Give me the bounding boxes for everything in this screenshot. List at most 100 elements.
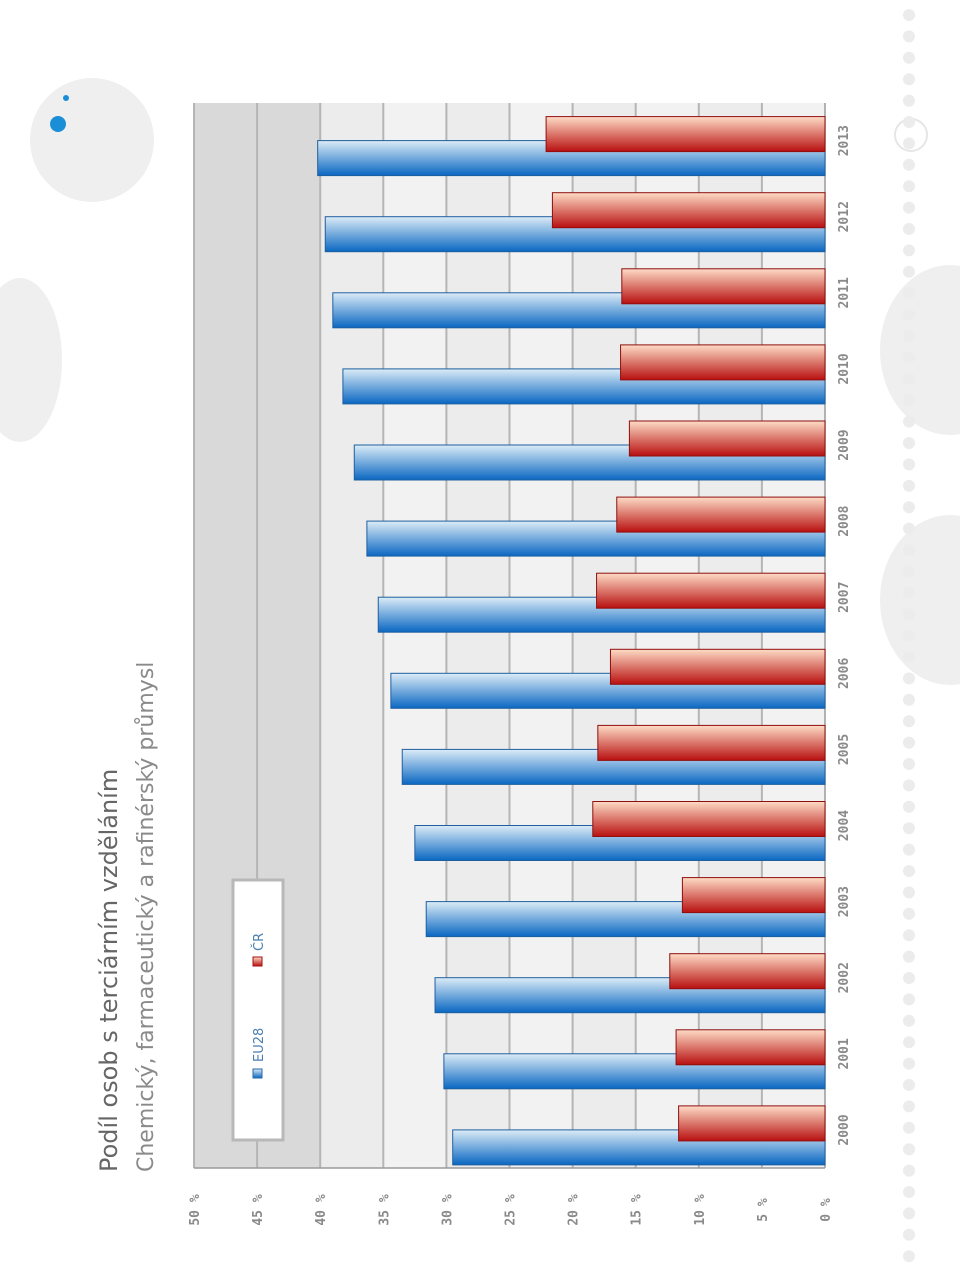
bar-cr-2008 — [616, 496, 826, 533]
bar-cr-2006 — [609, 648, 826, 685]
chart-title: Podíl osob s terciárním vzděláním — [95, 769, 123, 1172]
decor-dot — [903, 907, 915, 920]
category-label: 2001 — [837, 1038, 852, 1069]
decor-dot — [903, 51, 915, 64]
decorations — [0, 9, 960, 1263]
decor-circle-gray — [30, 78, 154, 202]
decor-dot — [903, 116, 915, 128]
decor-dot — [903, 351, 915, 364]
decor-dot — [903, 886, 915, 899]
decor-dot-column — [903, 9, 915, 1263]
decor-dot — [903, 1100, 915, 1113]
decor-dot — [903, 73, 915, 86]
decor-dot — [903, 843, 915, 856]
category-label: 2011 — [837, 277, 852, 308]
decor-dot — [903, 30, 915, 43]
value-tick-label: 25 % — [504, 1194, 519, 1225]
decor-dot — [903, 9, 915, 21]
bar-cr-2005 — [597, 724, 826, 761]
bar-cr-2004 — [592, 801, 826, 837]
decor-dot — [903, 544, 915, 556]
value-tick-label: 35 % — [377, 1194, 392, 1225]
value-tick-label: 0 % — [819, 1198, 834, 1222]
category-label: 2009 — [837, 429, 852, 460]
decor-dot — [903, 501, 915, 514]
value-tick-label: 5 % — [756, 1198, 771, 1222]
decor-dot — [903, 437, 915, 449]
bar-cr-2010 — [620, 344, 826, 381]
decor-dot — [903, 458, 915, 471]
decor-dot — [903, 758, 915, 770]
decor-dot — [903, 1164, 915, 1177]
decor-dot — [903, 522, 915, 535]
decor-dot — [903, 1036, 915, 1049]
decor-ellipse-left — [0, 278, 62, 442]
decor-dot — [903, 1014, 915, 1027]
decor-dot — [903, 1250, 915, 1263]
decor-dot — [903, 1121, 915, 1134]
decor-circle-accent-small — [63, 95, 69, 101]
legend-box — [231, 878, 285, 1142]
value-tick-labels: 0 % 5 % 10 % 15 % 20 % 25 % 30 % 35 % 40 % 45 % 50… — [188, 1194, 834, 1225]
decor-circle-accent — [50, 116, 66, 132]
decor-dot — [903, 929, 915, 942]
decor-dot — [903, 993, 915, 1006]
category-label: 2013 — [837, 125, 852, 156]
category-label: 2007 — [837, 582, 852, 613]
decor-dot — [903, 308, 915, 321]
chart-subtitle: Chemický, farmaceutický a rafinérský prů… — [134, 662, 159, 1172]
decor-dot — [903, 1207, 915, 1220]
decor-dot — [903, 822, 915, 835]
decor-dot — [903, 565, 915, 578]
bar-cr-2000 — [678, 1105, 826, 1142]
bars — [317, 116, 826, 1166]
decor-dot — [903, 201, 915, 214]
decor-dot — [903, 158, 915, 171]
bar-cr-2001 — [675, 1029, 826, 1066]
legend-swatch-eu28 — [252, 1068, 263, 1079]
bar-cr-2003 — [681, 877, 826, 914]
decor-dot — [903, 244, 915, 257]
decor-dot — [903, 608, 915, 621]
decor-dot — [903, 137, 915, 150]
decor-dot — [903, 586, 915, 599]
decor-dot — [903, 330, 915, 342]
decor-dot — [903, 1228, 915, 1241]
decor-dot — [903, 950, 915, 963]
decor-dot — [903, 800, 915, 813]
decor-dot — [903, 1079, 915, 1091]
value-tick-label: 15 % — [630, 1194, 645, 1225]
decor-dot — [903, 287, 915, 300]
decor-dot — [903, 651, 915, 663]
decor-dot — [903, 1057, 915, 1070]
bar-cr-2013 — [545, 116, 826, 153]
legend-label-cr: ČR — [251, 933, 267, 951]
decor-dot — [903, 779, 915, 792]
decor-dot — [903, 223, 915, 235]
category-label: 2008 — [837, 505, 852, 536]
bar-cr-2009 — [628, 420, 826, 457]
value-tick-label: 30 % — [440, 1194, 455, 1225]
category-labels: 2000 2001 2002 2003 2004 2005 2006 2007 2008 2009… — [837, 125, 852, 1146]
decor-dot — [903, 180, 915, 193]
legend-label-eu28: EU28 — [252, 1028, 267, 1062]
decor-dot — [903, 715, 915, 728]
category-label: 2012 — [837, 201, 852, 232]
category-label: 2005 — [837, 734, 852, 765]
decor-dot — [903, 1143, 915, 1156]
decor-ellipse-right-top — [880, 265, 960, 435]
decor-dot — [903, 865, 915, 877]
decor-dot — [903, 265, 915, 278]
category-label: 2002 — [837, 962, 852, 993]
decor-dot — [903, 672, 915, 685]
legend: EU28 ČR — [231, 878, 285, 1142]
value-tick-label: 50 % — [188, 1194, 203, 1225]
bar-cr-2012 — [551, 192, 826, 229]
category-label: 2000 — [837, 1114, 852, 1145]
plot-band — [320, 103, 384, 1168]
bar-cr-2002 — [669, 953, 826, 990]
decor-dot — [903, 1186, 915, 1198]
value-tick-label: 20 % — [567, 1194, 582, 1225]
value-tick-label: 10 % — [693, 1194, 708, 1225]
